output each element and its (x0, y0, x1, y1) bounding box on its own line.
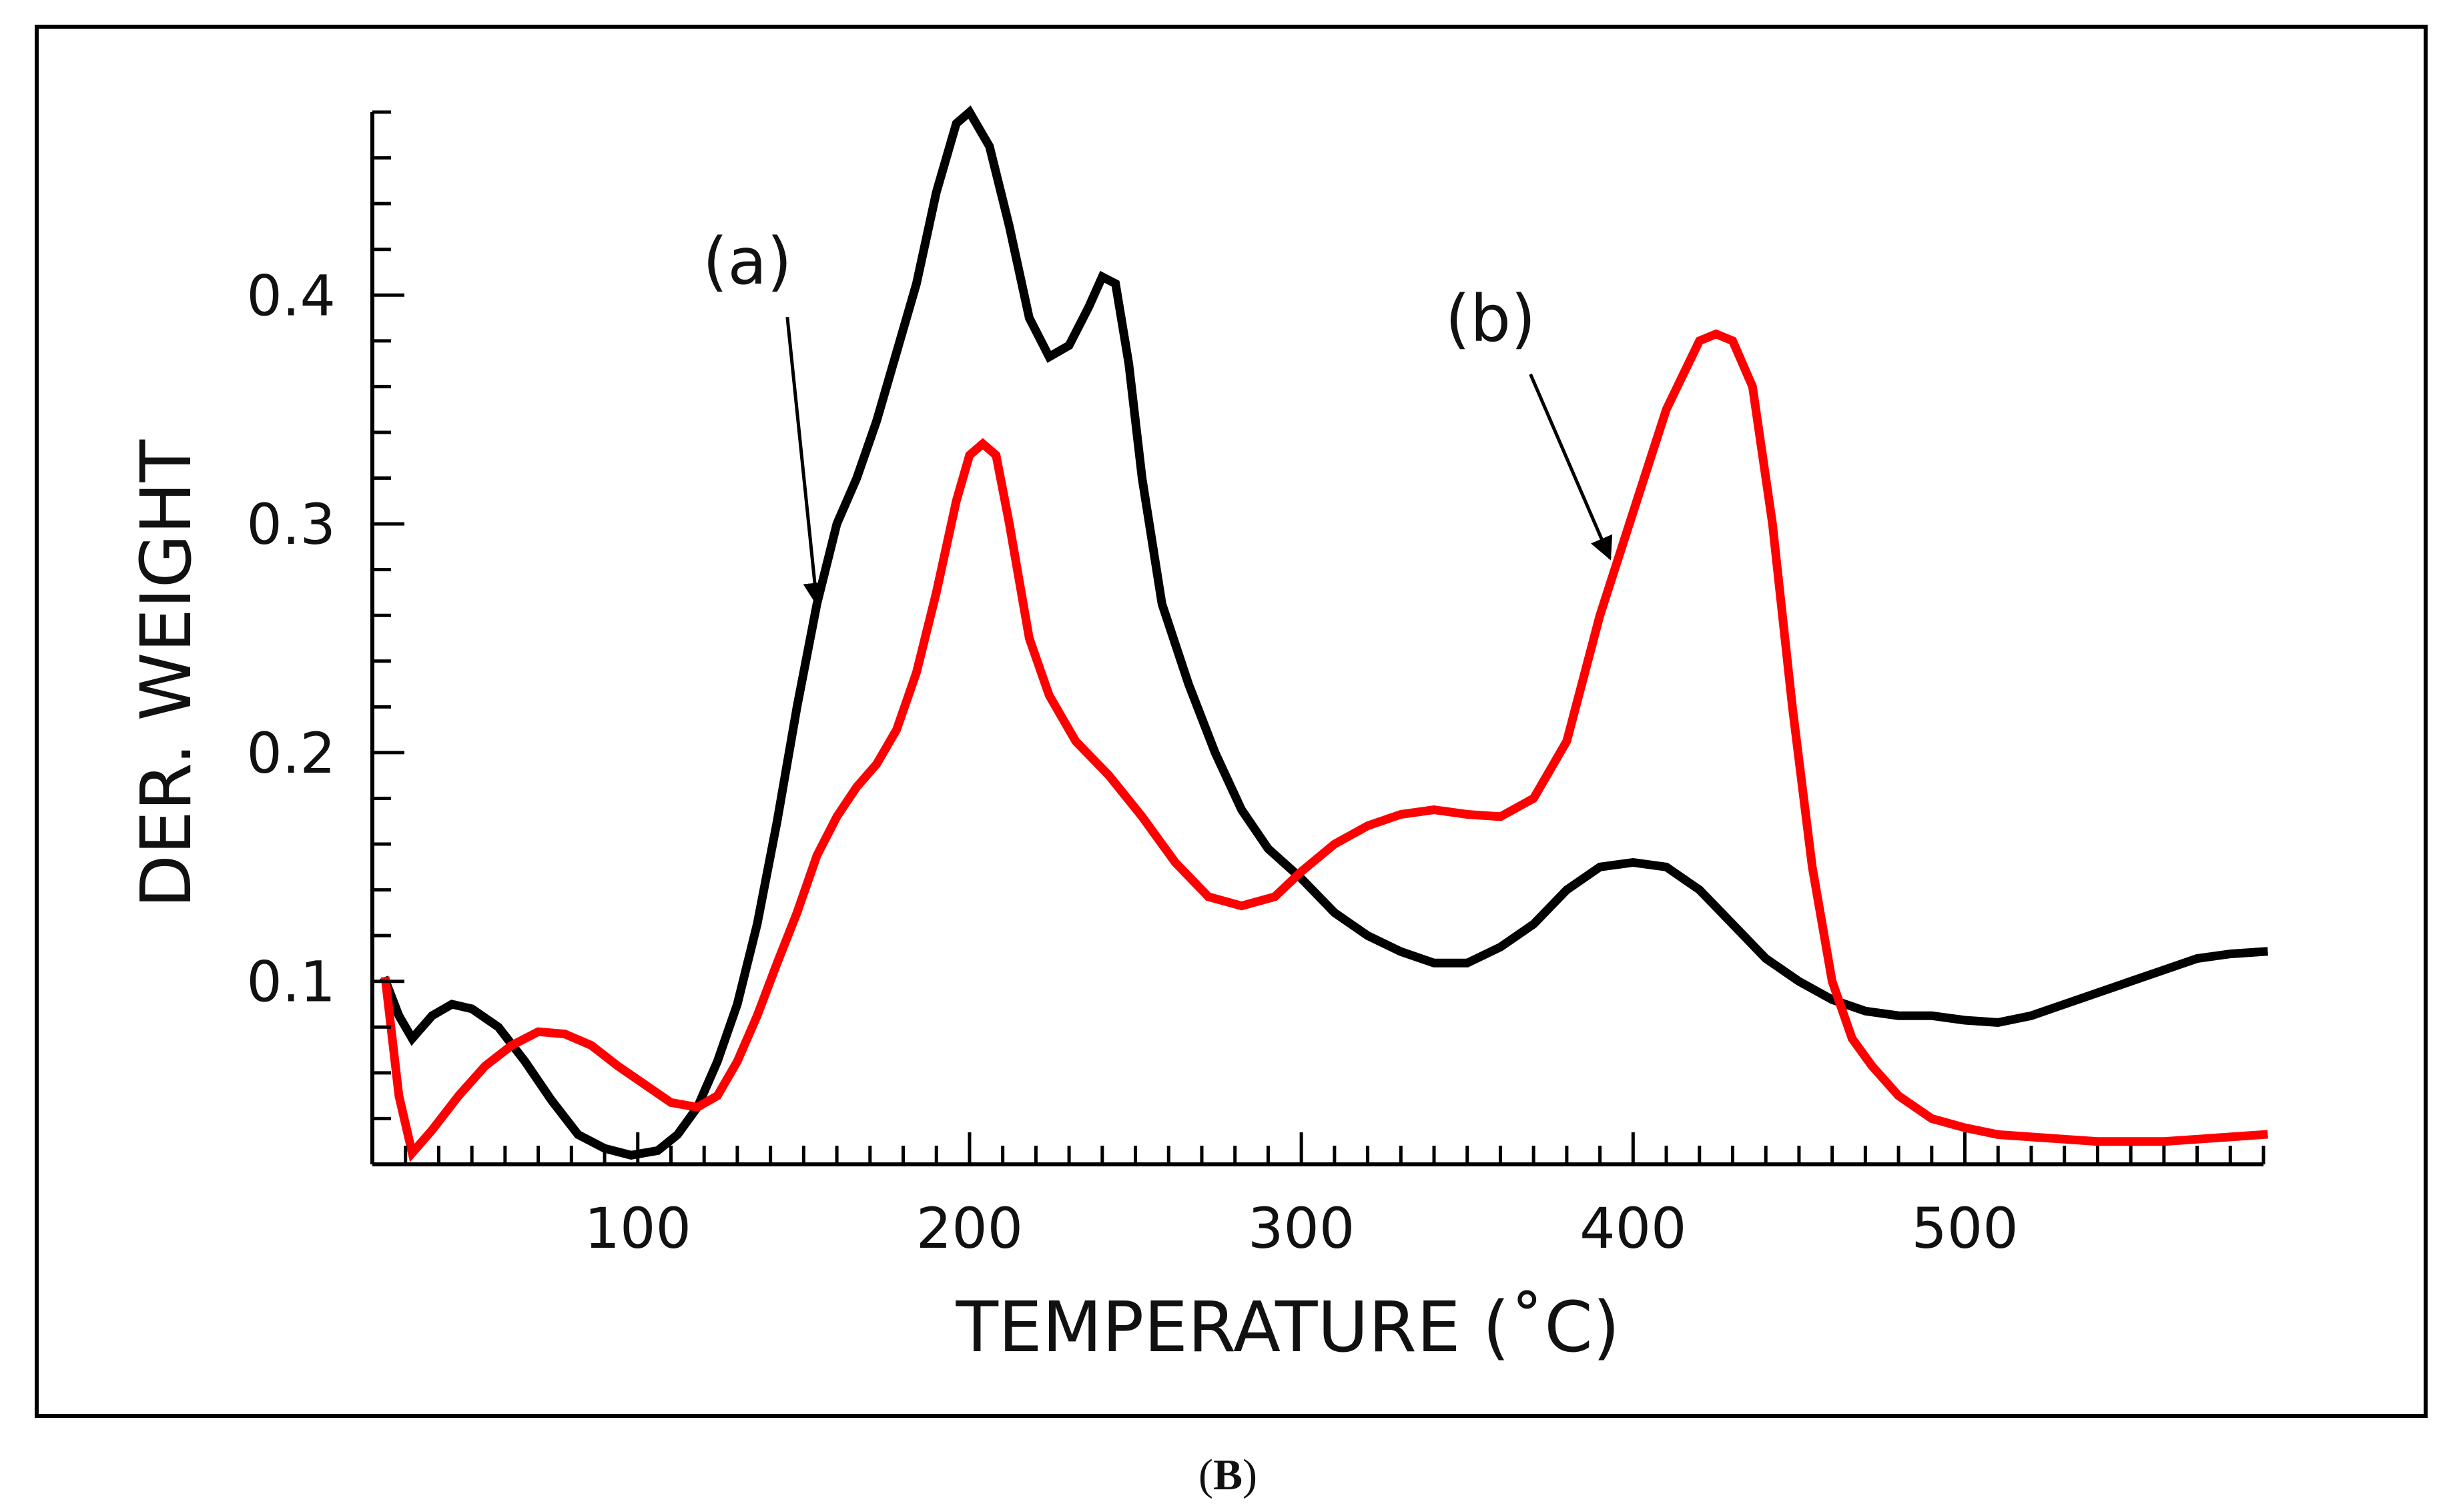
annotation-arrow-b (1529, 373, 1613, 560)
x-tick-label: 400 (1580, 1196, 1686, 1261)
caption-open: ( (1198, 1451, 1213, 1499)
y-axis-title: DER. WEIGHT (125, 440, 207, 908)
x-tick-label: 100 (585, 1196, 691, 1261)
axes-layer: 100 200 300 400 500 0.1 0.2 0.3 0.4 (246, 110, 2265, 1261)
y-tick-label: 0.1 (246, 950, 336, 1015)
annotation-arrow-a (785, 316, 827, 607)
y-tick-label: 0.2 (246, 721, 336, 786)
x-axis-title: TEMPERATURE (˚C) (956, 1286, 1620, 1368)
x-tick-label: 300 (1248, 1196, 1355, 1261)
x-tick-label: 200 (916, 1196, 1023, 1261)
figure-frame (35, 25, 2428, 1418)
x-tick-label: 500 (1911, 1196, 2018, 1261)
series-layer (380, 105, 2268, 1162)
caption-letter: B (1213, 1451, 1243, 1499)
y-tick-label: 0.4 (246, 263, 336, 328)
caption-close: ) (1243, 1451, 1257, 1499)
series-b-line (380, 329, 2268, 1162)
y-tick-label: 0.3 (246, 492, 336, 557)
series-a-line (380, 105, 2268, 1160)
annotation-label-b: (b) (1445, 282, 1536, 356)
figure-caption: (B) (1198, 1451, 1257, 1499)
annotation-label-a: (a) (703, 224, 792, 299)
annotation-layer: (a) (b) (703, 224, 1613, 607)
